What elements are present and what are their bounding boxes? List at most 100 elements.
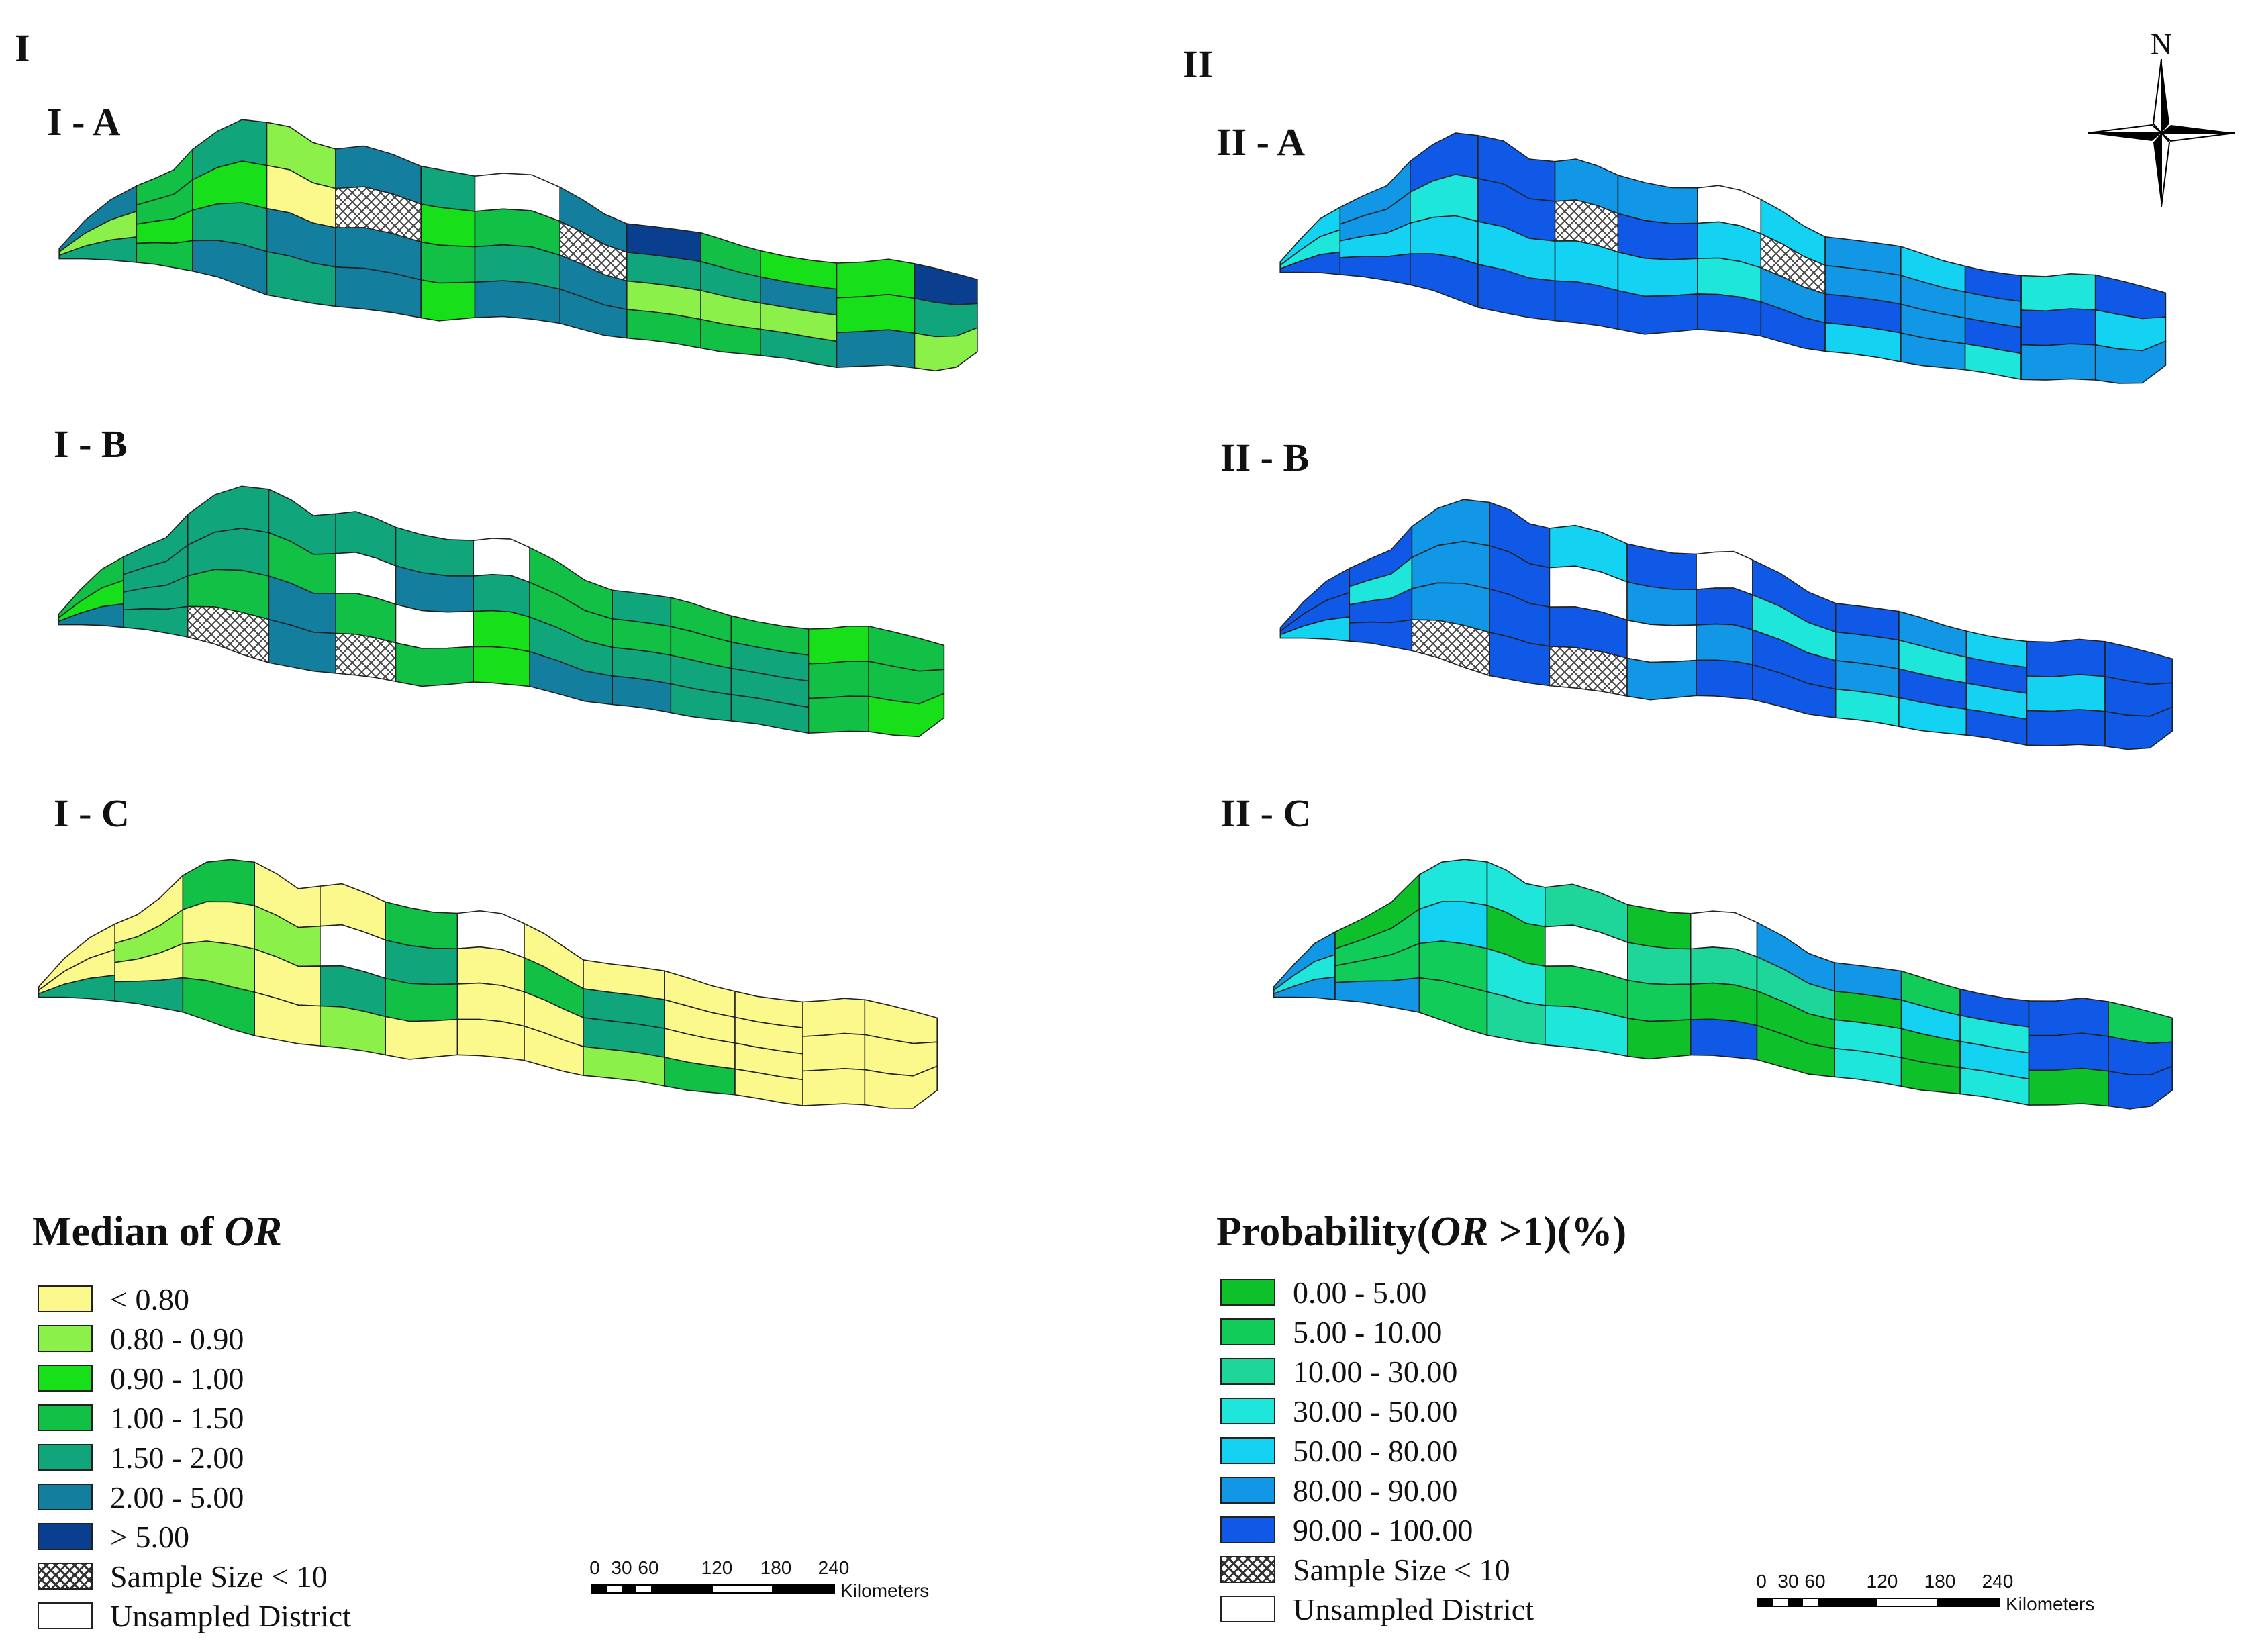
district xyxy=(868,693,945,738)
district xyxy=(802,998,866,1037)
map-i-c xyxy=(38,859,938,1109)
district xyxy=(1690,1018,1758,1061)
legend-label: Unsampled District xyxy=(110,1598,351,1633)
district xyxy=(1617,251,1698,297)
district xyxy=(2020,308,2096,346)
map-label-ii-b: II - B xyxy=(1220,436,1310,479)
legend-item: 0.90 - 1.00 xyxy=(38,1361,244,1396)
map-label-i-b: I - B xyxy=(54,422,128,466)
district xyxy=(836,329,916,369)
legend-label: Sample Size < 10 xyxy=(110,1559,328,1594)
district xyxy=(473,646,530,687)
legend-swatch xyxy=(1220,1516,1275,1543)
legend-item: 10.00 - 30.00 xyxy=(1220,1354,1458,1389)
district xyxy=(1627,942,1692,985)
legend-swatch xyxy=(1220,1358,1275,1385)
district xyxy=(420,203,476,248)
scale-tick: 120 xyxy=(701,1557,733,1578)
district xyxy=(1334,977,1420,1013)
district xyxy=(914,262,978,306)
district xyxy=(914,297,978,338)
legend-label: > 5.00 xyxy=(110,1519,189,1554)
legend-item: 0.00 - 5.00 xyxy=(1220,1275,1426,1310)
legend-swatch xyxy=(38,1325,93,1352)
district xyxy=(1697,293,1762,337)
legend-item: > 5.00 xyxy=(38,1519,189,1554)
district xyxy=(385,977,458,1022)
scale-tick: 30 xyxy=(1777,1571,1799,1592)
district xyxy=(2028,997,2109,1037)
district xyxy=(2026,673,2106,712)
map-i-b xyxy=(58,485,945,738)
district xyxy=(836,293,916,334)
legend-prob-title-prefix: Probability( xyxy=(1216,1209,1431,1255)
district xyxy=(1349,619,1413,652)
district xyxy=(123,605,189,638)
district xyxy=(1626,543,1697,591)
scale-tick: 60 xyxy=(638,1557,659,1578)
map-ii-a xyxy=(1279,132,2167,384)
legend-prob-title-italic: OR xyxy=(1430,1209,1489,1255)
legend-label: 10.00 - 30.00 xyxy=(1293,1354,1458,1389)
district xyxy=(1626,657,1697,701)
district xyxy=(420,241,476,284)
legend-item: 0.80 - 0.90 xyxy=(38,1321,244,1356)
district xyxy=(1554,280,1619,330)
legend-sample-size: Sample Size < 10 xyxy=(38,1559,328,1594)
district xyxy=(395,642,475,687)
legend-swatch xyxy=(38,1484,93,1510)
legend-item: 5.00 - 10.00 xyxy=(1220,1315,1442,1349)
legend-label: 0.90 - 1.00 xyxy=(110,1361,244,1396)
legend-label: 1.50 - 2.00 xyxy=(110,1440,244,1475)
legend-item: < 0.80 xyxy=(38,1282,189,1316)
district xyxy=(802,1067,866,1106)
legend-or-title-prefix: Median of xyxy=(32,1209,224,1255)
district xyxy=(456,1018,525,1061)
legend-swatch xyxy=(1220,1596,1275,1622)
district xyxy=(808,625,869,665)
district xyxy=(2020,343,2096,381)
scale-tick: 240 xyxy=(1982,1571,2014,1592)
district xyxy=(473,610,530,652)
north-arrow: N xyxy=(2088,27,2235,208)
legend-swatch xyxy=(38,1563,93,1590)
panel-label-right: II xyxy=(1183,42,1214,86)
district xyxy=(2028,1067,2109,1107)
scale-tick: 180 xyxy=(760,1557,792,1578)
legend-swatch xyxy=(38,1602,93,1629)
district xyxy=(1617,289,1698,335)
district xyxy=(1696,623,1753,666)
scale-bar-graphic xyxy=(1757,1598,2000,1607)
legend-swatch xyxy=(1220,1556,1275,1583)
compass-rose-icon xyxy=(2088,59,2235,207)
scale-tick: 60 xyxy=(1804,1571,1826,1592)
north-label: N xyxy=(2151,28,2172,60)
legend-or-title: Median of OR xyxy=(32,1208,282,1256)
legend-item: 1.50 - 2.00 xyxy=(38,1440,244,1475)
district xyxy=(2108,1001,2173,1044)
legend-item: 1.00 - 1.50 xyxy=(38,1401,244,1435)
legend-label: < 0.80 xyxy=(110,1281,189,1316)
legend-item: 50.00 - 80.00 xyxy=(1220,1433,1458,1468)
district xyxy=(2094,340,2167,384)
legend-label: Unsampled District xyxy=(1293,1592,1534,1626)
legend-label: 0.80 - 0.90 xyxy=(110,1321,244,1356)
district xyxy=(385,901,458,950)
legend-swatch xyxy=(1220,1398,1275,1424)
district xyxy=(1696,659,1753,701)
legend-prob-title: Probability(OR >1)(%) xyxy=(1216,1208,1626,1256)
scale-tick: 0 xyxy=(589,1557,600,1578)
district xyxy=(2026,709,2106,747)
district xyxy=(474,280,561,324)
legend-label: 50.00 - 80.00 xyxy=(1293,1433,1458,1468)
district xyxy=(420,165,476,212)
legend-sample-size: Sample Size < 10 xyxy=(1220,1553,1510,1587)
legend-prob-title-suffix: >1)(%) xyxy=(1488,1209,1627,1255)
district xyxy=(2020,273,2096,312)
legend-or-title-italic: OR xyxy=(224,1209,283,1255)
legend-swatch xyxy=(1220,1437,1275,1464)
district xyxy=(114,977,184,1013)
legend-swatch xyxy=(38,1404,93,1431)
scale-tick: 120 xyxy=(1866,1571,1898,1592)
